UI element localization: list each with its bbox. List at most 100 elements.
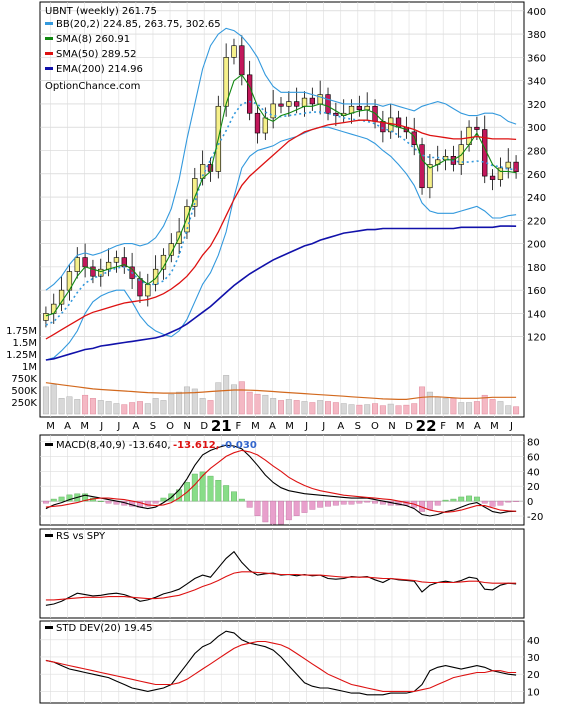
volume-bar xyxy=(513,406,520,415)
price-tick-label: 140 xyxy=(527,309,546,320)
volume-bar xyxy=(58,398,65,415)
macd-tick-label: 40 xyxy=(527,467,540,478)
chart-title: UBNT (weekly) 261.75 xyxy=(45,6,157,17)
volume-bar xyxy=(97,400,104,415)
volume-tick-label: 250K xyxy=(11,398,37,409)
macd-histogram-bar xyxy=(160,497,167,502)
macd-histogram-bar xyxy=(231,491,237,502)
bb-legend-label: BB(20,2) 224.85, 263.75, 302.65 xyxy=(56,19,221,30)
macd-histogram-bar xyxy=(238,498,245,502)
macd-histogram-bar xyxy=(105,500,112,504)
macd-histogram-bar xyxy=(317,500,324,508)
price-tick-label: 160 xyxy=(527,286,546,297)
volume-bar xyxy=(505,405,512,415)
month-tick-label: J xyxy=(509,421,513,432)
month-tick-label: A xyxy=(269,421,276,432)
macd-signal-value: -13.612, xyxy=(173,440,220,451)
month-tick-label: M xyxy=(490,421,499,432)
macd-histogram-bar xyxy=(285,500,292,521)
volume-bar xyxy=(348,404,355,415)
candle-body xyxy=(356,105,363,111)
candle-body xyxy=(474,126,480,130)
macd-legend: MACD(8,40,9) -13.640, -13.612, -0.030 xyxy=(45,440,257,451)
volume-bar xyxy=(89,398,96,415)
volume-bar xyxy=(254,393,261,415)
candle-body xyxy=(82,257,88,268)
volume-bar xyxy=(246,391,253,415)
std-label: STD DEV(20) 19.45 xyxy=(56,623,153,634)
candle-body xyxy=(43,313,49,321)
month-tick-label: N xyxy=(388,421,395,432)
macd-histogram-bar xyxy=(332,500,339,506)
candle-body xyxy=(419,144,425,189)
volume-bar xyxy=(403,404,410,415)
volume-tick-label: 750K xyxy=(11,374,37,385)
macd-histogram-bar xyxy=(497,500,504,506)
month-tick-label: F xyxy=(235,421,241,432)
macd-histogram-bar xyxy=(426,500,433,510)
macd-tick-label: 0 xyxy=(527,497,533,508)
month-tick-label: D xyxy=(405,421,413,432)
volume-tick-label: 1.5M xyxy=(12,338,37,349)
macd-histogram-bar xyxy=(262,500,269,523)
macd-line xyxy=(45,444,517,517)
month-tick-label: M xyxy=(251,421,260,432)
volume-bar xyxy=(215,382,222,415)
volume-bar xyxy=(50,384,57,415)
std-tick-label: 20 xyxy=(527,670,540,681)
volume-bar xyxy=(238,381,245,415)
macd-histogram-bar xyxy=(458,496,465,502)
candle-body xyxy=(231,45,237,58)
price-tick-label: 320 xyxy=(527,100,546,111)
month-tick-label: O xyxy=(166,421,174,432)
volume-bar xyxy=(364,404,371,415)
bb-lower-line xyxy=(45,126,517,361)
candle-body xyxy=(513,161,519,173)
volume-bar xyxy=(262,394,269,415)
macd-histogram-bar xyxy=(191,473,198,502)
std-legend-swatch xyxy=(45,626,53,629)
volume-bar xyxy=(419,386,426,415)
volume-bar xyxy=(473,401,480,415)
volume-layer xyxy=(42,375,520,415)
candle-body xyxy=(98,268,104,277)
price-tick-label: 220 xyxy=(527,216,546,227)
volume-bar xyxy=(481,394,488,415)
candle-body xyxy=(278,103,284,107)
month-tick-label: 22 xyxy=(416,417,437,435)
candle-body xyxy=(333,112,339,116)
macd-histogram-bar xyxy=(489,500,496,507)
price-tick-label: 180 xyxy=(527,263,546,274)
volume-bar xyxy=(42,386,49,415)
volume-bar xyxy=(278,400,284,415)
sma8-legend-label: SMA(8) 260.91 xyxy=(56,34,130,45)
volume-bar xyxy=(136,401,143,415)
volume-tick-label: 500K xyxy=(11,386,37,397)
volume-bar xyxy=(160,400,167,415)
volume-bar xyxy=(270,398,277,415)
volume-bar xyxy=(144,403,151,415)
volume-bar xyxy=(74,399,81,415)
month-tick-label: M xyxy=(285,421,294,432)
price-tick-label: 120 xyxy=(527,333,546,344)
macd-tick-label: 80 xyxy=(527,437,540,448)
volume-bar xyxy=(458,402,465,415)
macd-histogram-bar xyxy=(372,500,378,504)
macd-histogram-bar xyxy=(278,500,284,525)
rs-panel-frame xyxy=(39,528,525,619)
price-tick-label: 260 xyxy=(527,170,546,181)
macd-tick-label: 20 xyxy=(527,482,540,493)
macd-histogram-bar xyxy=(364,500,371,503)
candle-body xyxy=(286,101,292,107)
volume-bar xyxy=(129,402,136,415)
price-tick-label: 360 xyxy=(527,53,546,64)
candle-body xyxy=(58,289,65,305)
volume-bar xyxy=(66,396,73,415)
month-tick-label: J xyxy=(116,421,120,432)
month-tick-label: A xyxy=(474,421,481,432)
bb-middle-line xyxy=(45,100,517,326)
candle-body xyxy=(309,97,315,105)
volume-bar xyxy=(426,391,433,415)
sma50-line xyxy=(45,119,517,340)
